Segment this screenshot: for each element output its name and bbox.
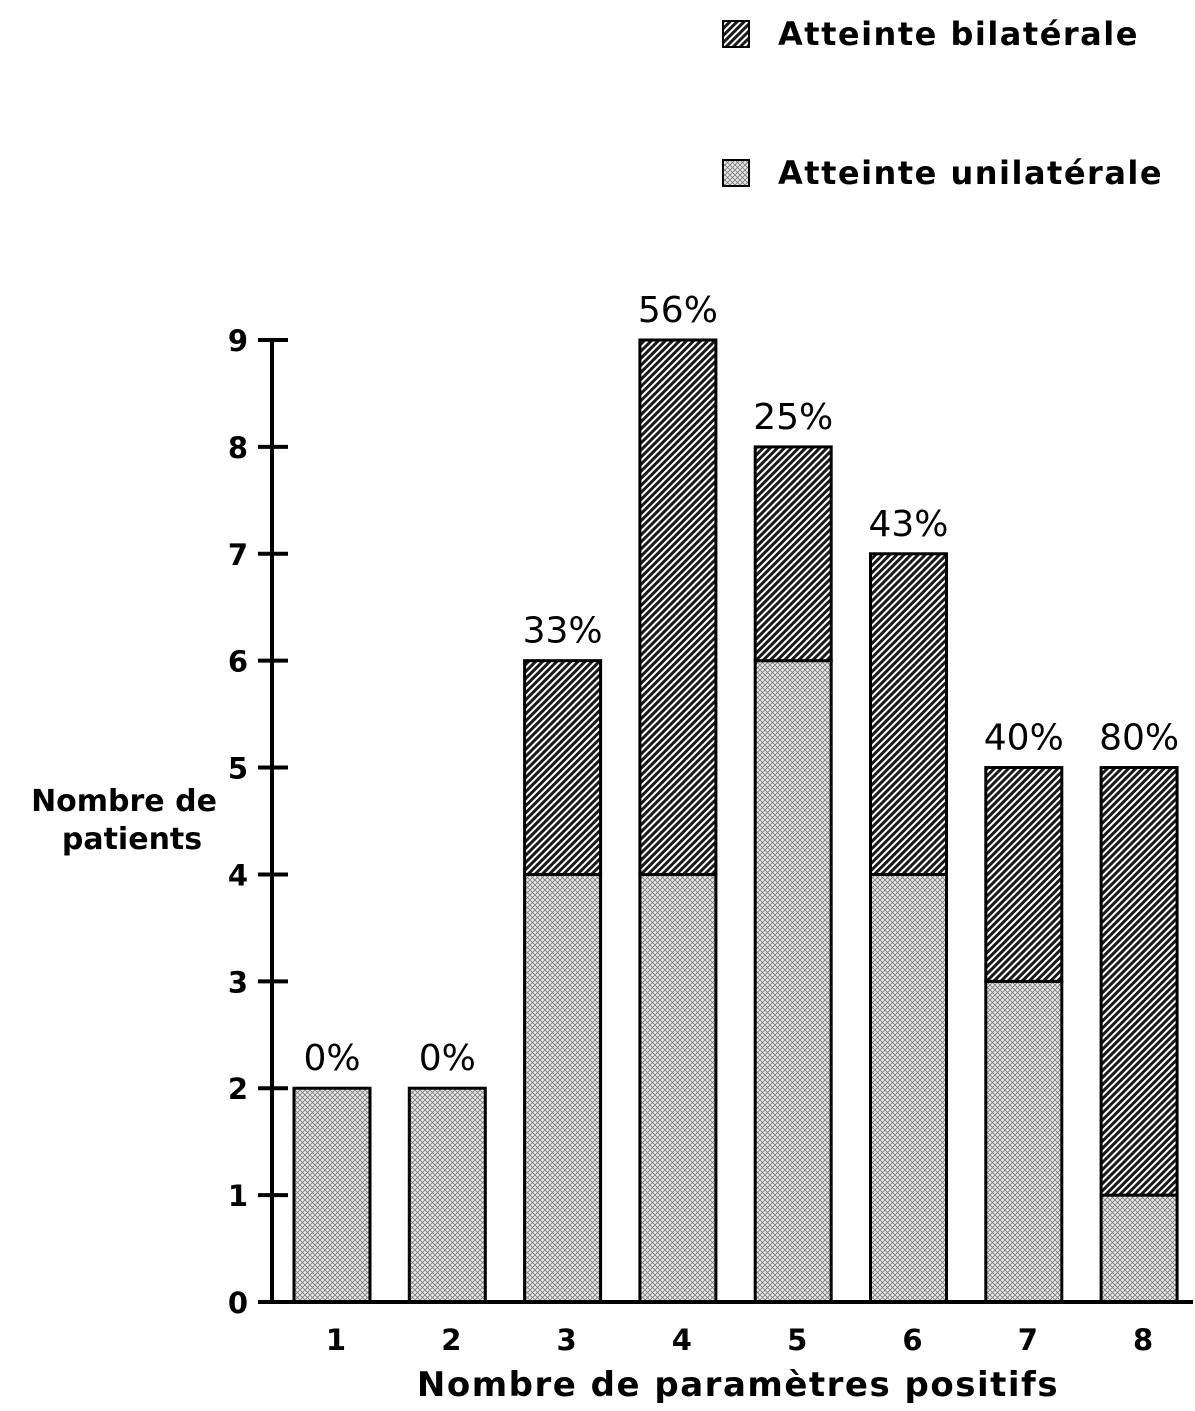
legend-swatch-bilateral <box>722 20 750 48</box>
bar-segment-bilateral <box>753 445 833 663</box>
bar-percent-label: 40% <box>984 718 1064 759</box>
bars-group <box>292 338 1179 1304</box>
y-tick-label: 9 <box>228 324 248 358</box>
x-tick-label: 3 <box>557 1323 577 1357</box>
bar-value-labels: 0% 0% 33% 56% 25% 43% 40% 80% <box>303 290 1179 1079</box>
y-axis-ticks: 0 1 2 3 4 5 6 7 8 9 <box>228 324 288 1320</box>
y-tick-label: 7 <box>228 538 248 572</box>
legend-item-unilateral: Atteinte unilatérale <box>722 154 1163 192</box>
bar-percent-label: 0% <box>419 1038 476 1079</box>
bar-segment-unilateral <box>753 659 833 1304</box>
x-axis-title: Nombre de paramètres positifs <box>417 1365 1059 1405</box>
x-tick-label: 1 <box>326 1323 346 1357</box>
y-tick-label: 4 <box>228 858 248 892</box>
y-axis-title: Nombre de patients <box>31 784 217 857</box>
bar-segment-bilateral <box>869 552 948 876</box>
bar-percent-label: 43% <box>868 504 948 545</box>
y-tick-label: 5 <box>228 752 248 786</box>
bar-segment-bilateral <box>638 338 718 876</box>
bar-segment-unilateral <box>984 979 1064 1304</box>
axes <box>262 338 1193 1304</box>
legend-item-bilateral: Atteinte bilatérale <box>722 15 1139 53</box>
bar-segment-unilateral <box>638 872 718 1304</box>
y-tick-label: 0 <box>228 1286 248 1320</box>
x-axis-ticks: 1 2 3 4 5 6 7 8 <box>326 1323 1153 1357</box>
bar-percent-label: 56% <box>638 290 718 331</box>
bar-segment-unilateral <box>869 872 948 1304</box>
bar-percent-label: 0% <box>303 1038 360 1079</box>
legend-swatch-unilateral <box>722 159 750 187</box>
x-tick-label: 4 <box>672 1323 692 1357</box>
legend: Atteinte bilatérale Atteinte unilatérale <box>722 15 1163 192</box>
bar-segment-unilateral <box>1099 1193 1179 1304</box>
bar-segment-bilateral <box>523 659 603 876</box>
y-tick-label: 6 <box>228 645 248 679</box>
bar-percent-label: 80% <box>1099 718 1179 759</box>
bar-segment-unilateral <box>292 1086 372 1304</box>
x-tick-label: 8 <box>1133 1323 1153 1357</box>
bar-segment-bilateral <box>1099 766 1179 1197</box>
y-tick-label: 8 <box>228 431 248 465</box>
x-tick-label: 2 <box>441 1323 461 1357</box>
x-tick-label: 5 <box>787 1323 807 1357</box>
legend-label-bilateral: Atteinte bilatérale <box>778 15 1139 53</box>
y-tick-label: 1 <box>228 1179 248 1213</box>
bar-segment-unilateral <box>523 872 603 1304</box>
bar-percent-label: 33% <box>523 611 603 652</box>
y-axis-title-line-2: patients <box>62 822 202 857</box>
legend-label-unilateral: Atteinte unilatérale <box>778 154 1163 192</box>
x-tick-label: 6 <box>902 1323 922 1357</box>
bar-percent-label: 25% <box>753 397 833 438</box>
y-tick-label: 3 <box>228 965 248 999</box>
bar-segment-unilateral <box>407 1086 487 1304</box>
x-tick-label: 7 <box>1018 1323 1038 1357</box>
y-tick-label: 2 <box>228 1072 248 1106</box>
bar-segment-bilateral <box>984 766 1064 983</box>
y-axis-title-line-1: Nombre de <box>31 784 217 819</box>
